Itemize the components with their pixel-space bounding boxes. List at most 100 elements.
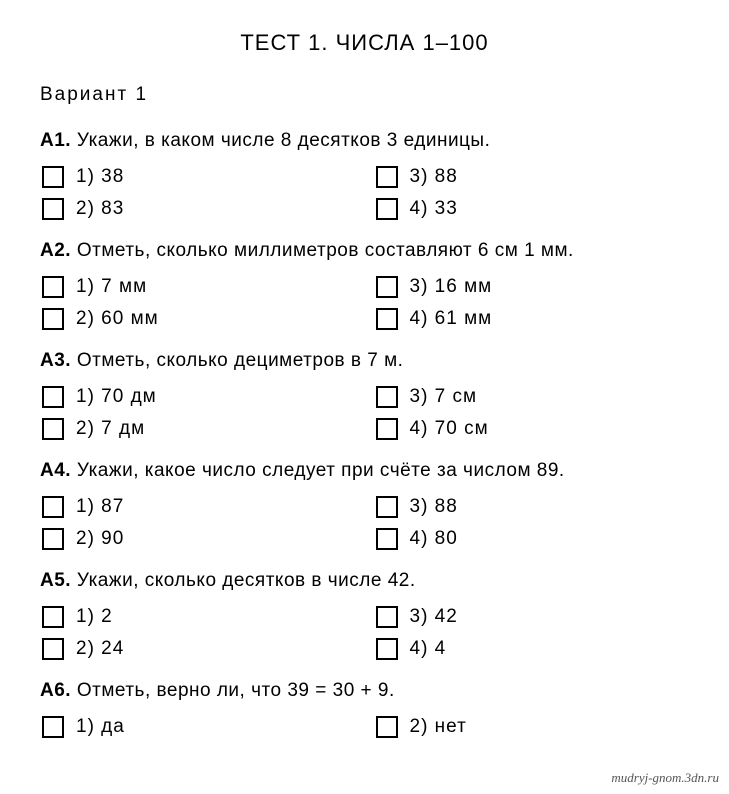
question-text: А5. Укажи, сколько десятков в числе 42. xyxy=(40,570,689,592)
checkbox[interactable] xyxy=(42,496,64,518)
checkbox[interactable] xyxy=(42,528,64,550)
option-item: 1) 87 xyxy=(42,496,356,518)
option-item: 2) 7 дм xyxy=(42,418,356,440)
option-label: 1) 2 xyxy=(76,606,113,628)
option-item: 2) 60 мм xyxy=(42,308,356,330)
question-block: А5. Укажи, сколько десятков в числе 42. 1… xyxy=(40,570,689,660)
option-label: 2) нет xyxy=(410,716,467,738)
option-label: 4) 4 xyxy=(410,638,447,660)
question-body: Укажи, в каком числе 8 десятков 3 единиц… xyxy=(71,130,490,151)
question-text: А6. Отметь, верно ли, что 39 = 30 + 9. xyxy=(40,680,689,702)
question-text: А3. Отметь, сколько дециметров в 7 м. xyxy=(40,350,689,372)
watermark: mudryj-gnom.3dn.ru xyxy=(611,770,719,786)
checkbox[interactable] xyxy=(42,638,64,660)
question-body: Отметь, сколько дециметров в 7 м. xyxy=(71,350,403,371)
option-item: 1) 7 мм xyxy=(42,276,356,298)
question-block: А1. Укажи, в каком числе 8 десятков 3 ед… xyxy=(40,130,689,220)
checkbox[interactable] xyxy=(376,528,398,550)
option-label: 1) 70 дм xyxy=(76,386,157,408)
question-number: А5. xyxy=(40,570,71,591)
options-grid: 1) 87 3) 88 2) 90 4) 80 xyxy=(40,496,689,550)
option-item: 1) 70 дм xyxy=(42,386,356,408)
question-number: А3. xyxy=(40,350,71,371)
question-body: Отметь, сколько миллиметров составляют 6… xyxy=(71,240,574,261)
question-body: Отметь, верно ли, что 39 = 30 + 9. xyxy=(71,680,395,701)
option-label: 1) да xyxy=(76,716,125,738)
option-label: 4) 61 мм xyxy=(410,308,493,330)
question-number: А2. xyxy=(40,240,71,261)
option-label: 3) 88 xyxy=(410,166,458,188)
checkbox[interactable] xyxy=(376,716,398,738)
option-item: 4) 33 xyxy=(376,198,690,220)
checkbox[interactable] xyxy=(376,418,398,440)
checkbox[interactable] xyxy=(376,198,398,220)
checkbox[interactable] xyxy=(42,166,64,188)
options-grid: 1) 70 дм 3) 7 см 2) 7 дм 4) 70 см xyxy=(40,386,689,440)
option-label: 3) 16 мм xyxy=(410,276,493,298)
option-item: 3) 7 см xyxy=(376,386,690,408)
option-item: 2) нет xyxy=(376,716,690,738)
option-label: 2) 90 xyxy=(76,528,124,550)
question-block: А4. Укажи, какое число следует при счёте… xyxy=(40,460,689,550)
question-text: А1. Укажи, в каком числе 8 десятков 3 ед… xyxy=(40,130,689,152)
option-item: 1) 2 xyxy=(42,606,356,628)
option-item: 4) 80 xyxy=(376,528,690,550)
option-item: 4) 70 см xyxy=(376,418,690,440)
option-label: 2) 7 дм xyxy=(76,418,145,440)
option-label: 1) 87 xyxy=(76,496,124,518)
options-grid: 1) 2 3) 42 2) 24 4) 4 xyxy=(40,606,689,660)
question-number: А4. xyxy=(40,460,71,481)
options-grid: 1) 7 мм 3) 16 мм 2) 60 мм 4) 61 мм xyxy=(40,276,689,330)
option-item: 3) 88 xyxy=(376,496,690,518)
checkbox[interactable] xyxy=(42,198,64,220)
option-label: 2) 24 xyxy=(76,638,124,660)
options-grid: 1) да 2) нет xyxy=(40,716,689,738)
options-grid: 1) 38 3) 88 2) 83 4) 33 xyxy=(40,166,689,220)
question-block: А3. Отметь, сколько дециметров в 7 м. 1) … xyxy=(40,350,689,440)
option-label: 3) 7 см xyxy=(410,386,478,408)
checkbox[interactable] xyxy=(42,308,64,330)
option-item: 2) 83 xyxy=(42,198,356,220)
option-label: 4) 80 xyxy=(410,528,458,550)
question-number: А6. xyxy=(40,680,71,701)
checkbox[interactable] xyxy=(42,386,64,408)
option-item: 3) 42 xyxy=(376,606,690,628)
option-label: 3) 42 xyxy=(410,606,458,628)
checkbox[interactable] xyxy=(42,276,64,298)
option-label: 1) 7 мм xyxy=(76,276,147,298)
checkbox[interactable] xyxy=(376,606,398,628)
question-body: Укажи, сколько десятков в числе 42. xyxy=(71,570,416,591)
question-block: А6. Отметь, верно ли, что 39 = 30 + 9. 1)… xyxy=(40,680,689,738)
option-label: 2) 60 мм xyxy=(76,308,159,330)
option-label: 3) 88 xyxy=(410,496,458,518)
question-text: А4. Укажи, какое число следует при счёте… xyxy=(40,460,689,482)
checkbox[interactable] xyxy=(42,418,64,440)
checkbox[interactable] xyxy=(376,308,398,330)
option-label: 4) 70 см xyxy=(410,418,489,440)
variant-label: Вариант 1 xyxy=(40,84,689,106)
questions-container: А1. Укажи, в каком числе 8 десятков 3 ед… xyxy=(40,130,689,738)
option-item: 2) 24 xyxy=(42,638,356,660)
checkbox[interactable] xyxy=(376,638,398,660)
checkbox[interactable] xyxy=(42,606,64,628)
option-label: 4) 33 xyxy=(410,198,458,220)
option-item: 4) 4 xyxy=(376,638,690,660)
option-label: 1) 38 xyxy=(76,166,124,188)
option-item: 4) 61 мм xyxy=(376,308,690,330)
checkbox[interactable] xyxy=(376,496,398,518)
test-title: ТЕСТ 1. ЧИСЛА 1–100 xyxy=(40,30,689,56)
question-block: А2. Отметь, сколько миллиметров составля… xyxy=(40,240,689,330)
option-label: 2) 83 xyxy=(76,198,124,220)
checkbox[interactable] xyxy=(376,386,398,408)
question-number: А1. xyxy=(40,130,71,151)
option-item: 2) 90 xyxy=(42,528,356,550)
checkbox[interactable] xyxy=(376,166,398,188)
checkbox[interactable] xyxy=(42,716,64,738)
option-item: 1) да xyxy=(42,716,356,738)
option-item: 3) 16 мм xyxy=(376,276,690,298)
checkbox[interactable] xyxy=(376,276,398,298)
option-item: 3) 88 xyxy=(376,166,690,188)
option-item: 1) 38 xyxy=(42,166,356,188)
question-body: Укажи, какое число следует при счёте за … xyxy=(71,460,565,481)
question-text: А2. Отметь, сколько миллиметров составля… xyxy=(40,240,689,262)
